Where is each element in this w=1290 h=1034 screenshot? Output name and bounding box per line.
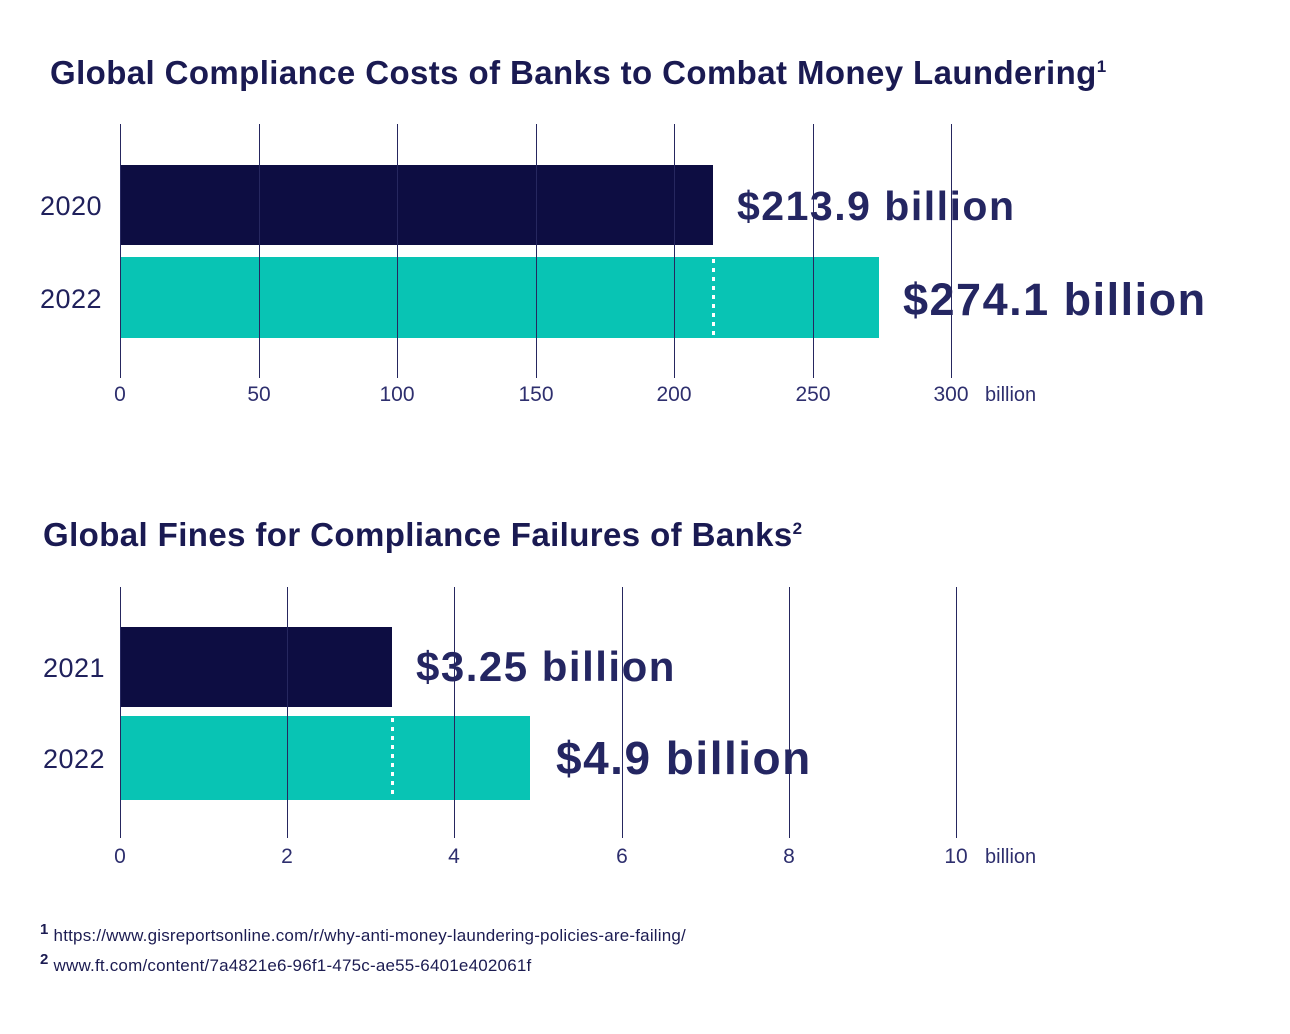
chart-2-title: Global Fines for Compliance Failures of … <box>43 516 803 554</box>
tick-label-0: 0 <box>114 845 126 868</box>
value-label-2021: $3.25 billion <box>416 643 676 690</box>
footnote-1-text: https://www.gisreportsonline.com/r/why-a… <box>53 926 686 945</box>
gridline-2 <box>287 587 288 838</box>
footnote-2: 2 www.ft.com/content/7a4821e6-96f1-475c-a… <box>40 952 532 976</box>
tick-label-100: 100 <box>379 383 415 406</box>
tick-label-4: 4 <box>448 845 460 868</box>
footnote-1: 1 https://www.gisreportsonline.com/r/why-… <box>40 922 686 946</box>
gridline-10 <box>956 587 957 838</box>
bar-2022 <box>120 257 879 338</box>
chart-1-title-text: Global Compliance Costs of Banks to Comb… <box>50 54 1097 91</box>
gridline-200 <box>674 124 675 378</box>
tick-label-6: 6 <box>616 845 628 868</box>
tick-label-0: 0 <box>114 383 126 406</box>
value-label-2020: $213.9 billion <box>737 182 1016 229</box>
gridline-8 <box>789 587 790 838</box>
value-label-2022: $274.1 billion <box>903 273 1207 325</box>
gridline-0 <box>120 124 121 378</box>
footnote-1-marker: 1 <box>40 921 49 939</box>
reference-line-previous-value <box>391 718 394 798</box>
value-label-2022: $4.9 billion <box>556 732 812 784</box>
tick-label-8: 8 <box>783 845 795 868</box>
category-label-2022: 2022 <box>40 283 103 314</box>
category-label-2021: 2021 <box>43 653 106 683</box>
gridline-250 <box>813 124 814 378</box>
footnote-2-marker: 2 <box>40 951 49 969</box>
tick-label-10: 10 <box>944 845 968 868</box>
gridline-300 <box>951 124 952 378</box>
tick-label-2: 2 <box>281 845 293 868</box>
chart-2-footnote-marker: 2 <box>792 519 803 538</box>
gridline-6 <box>622 587 623 838</box>
footnote-2-text: www.ft.com/content/7a4821e6-96f1-475c-ae… <box>53 956 532 975</box>
bar-2021 <box>120 627 392 707</box>
chart-1-title: Global Compliance Costs of Banks to Comb… <box>50 54 1107 92</box>
gridline-0 <box>120 587 121 838</box>
tick-label-50: 50 <box>247 383 271 406</box>
category-label-2022: 2022 <box>43 744 106 774</box>
gridline-4 <box>454 587 455 838</box>
gridline-50 <box>259 124 260 378</box>
bar-2022 <box>120 716 530 800</box>
bar-2020 <box>120 165 713 245</box>
gridline-100 <box>397 124 398 378</box>
tick-label-250: 250 <box>795 383 831 406</box>
reference-line-previous-value <box>712 259 715 336</box>
axis-unit-label: billion <box>985 384 1037 406</box>
tick-label-300: 300 <box>933 383 969 406</box>
tick-label-150: 150 <box>518 383 554 406</box>
tick-label-200: 200 <box>656 383 692 406</box>
chart-2-title-text: Global Fines for Compliance Failures of … <box>43 516 793 553</box>
axis-unit-label: billion <box>985 846 1037 868</box>
chart-1-footnote-marker: 1 <box>1096 57 1107 76</box>
category-label-2020: 2020 <box>40 191 103 221</box>
gridline-150 <box>536 124 537 378</box>
